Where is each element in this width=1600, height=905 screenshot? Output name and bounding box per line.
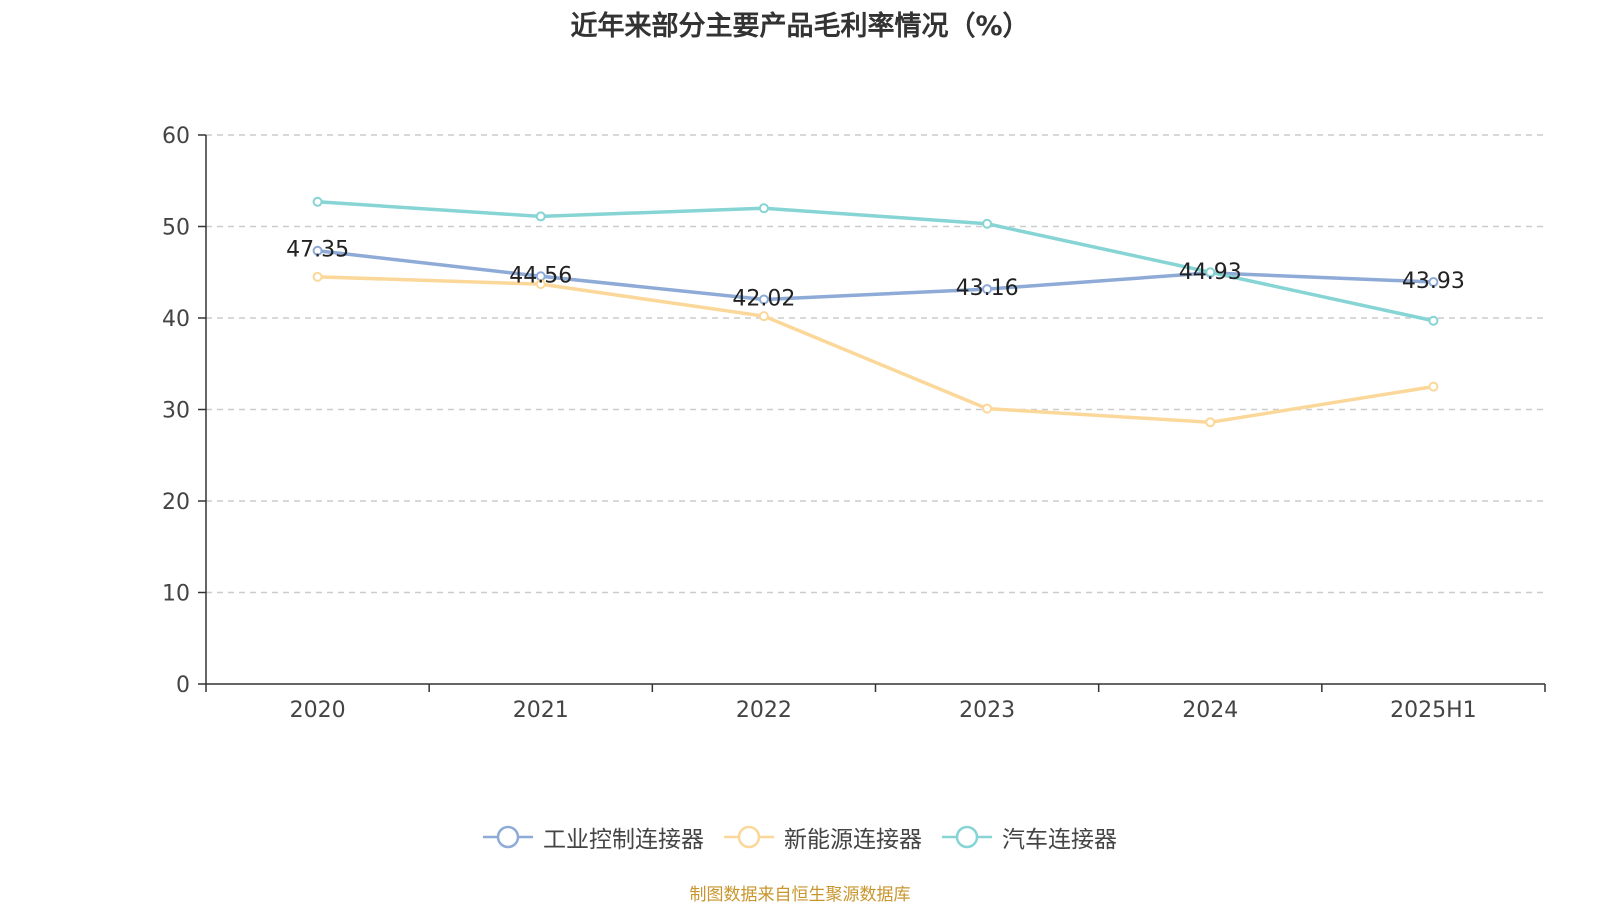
data-point[interactable] [982,403,993,414]
y-tick-label: 10 [162,582,190,607]
x-tick-label: 2020 [290,698,346,723]
data-point[interactable] [535,211,546,222]
legend-label: 新能源连接器 [784,827,922,853]
series-line-0 [317,249,1434,302]
series-line-2 [317,200,1434,323]
data-point[interactable] [1428,277,1439,288]
data-point[interactable] [1205,267,1216,278]
data-label: 42.02 [732,287,795,312]
legend-swatch-icon [942,825,992,849]
y-tick-label: 60 [162,124,190,149]
series-lines [312,196,1439,428]
legend-swatch-icon [483,825,533,849]
data-point[interactable] [1205,417,1216,428]
data-label: 44.93 [1179,260,1242,285]
y-tick-label: 30 [162,399,190,424]
data-point[interactable] [1428,315,1439,326]
y-tick-label: 20 [162,490,190,515]
legend-swatch-icon [724,825,774,849]
data-label: 43.16 [956,276,1019,301]
grid-lines [206,134,1545,594]
legend-label: 汽车连接器 [1002,827,1117,853]
legend-item[interactable]: 工业控制连接器 [483,820,704,854]
data-point[interactable] [1428,381,1439,392]
data-label: 47.35 [286,238,349,263]
data-point[interactable] [982,218,993,229]
x-tick-label: 2021 [513,698,569,723]
axes: 0 10 20 30 40 50 60 2020 2021 2022 2023 2024 2025H1 [162,124,1546,723]
data-point[interactable] [535,279,546,290]
x-tick-label: 2024 [1182,698,1238,723]
data-point[interactable] [758,294,769,305]
legend: 工业控制连接器 新能源连接器 汽车连接器 [0,820,1600,854]
data-label: 43.93 [1402,269,1465,294]
source-note: 制图数据来自恒生聚源数据库 [689,885,911,905]
data-labels: 47.35 44.56 42.02 43.16 44.93 43.93 [286,238,1465,312]
y-tick-label: 50 [162,216,190,241]
legend-label: 工业控制连接器 [543,827,704,853]
data-point[interactable] [312,271,323,282]
data-point[interactable] [312,245,323,256]
data-point[interactable] [982,284,993,295]
chart-title: 近年来部分主要产品毛利率情况（%） [570,11,1030,42]
x-tick-label: 2025H1 [1390,698,1477,723]
x-tick-label: 2023 [959,698,1015,723]
y-tick-label: 40 [162,307,190,332]
data-label: 44.56 [509,263,572,288]
y-tick-label: 0 [176,673,190,698]
x-tick-label: 2022 [736,698,792,723]
legend-item[interactable]: 汽车连接器 [942,820,1117,854]
data-point[interactable] [312,196,323,207]
series-line-1 [317,275,1434,425]
legend-item[interactable]: 新能源连接器 [724,820,922,854]
data-point[interactable] [758,203,769,214]
data-point[interactable] [758,311,769,322]
